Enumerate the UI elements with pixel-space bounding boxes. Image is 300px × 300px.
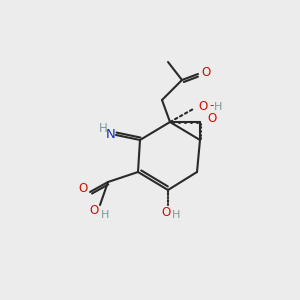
Text: H: H (99, 122, 107, 134)
Text: O: O (198, 100, 208, 112)
Text: O: O (78, 182, 88, 196)
Text: -: - (210, 100, 214, 112)
Text: O: O (207, 112, 217, 125)
Text: N: N (106, 128, 116, 142)
Text: O: O (161, 206, 171, 218)
Text: H: H (172, 210, 180, 220)
Text: O: O (89, 205, 99, 218)
Text: O: O (201, 65, 211, 79)
Text: H: H (214, 102, 222, 112)
Text: H: H (101, 210, 109, 220)
